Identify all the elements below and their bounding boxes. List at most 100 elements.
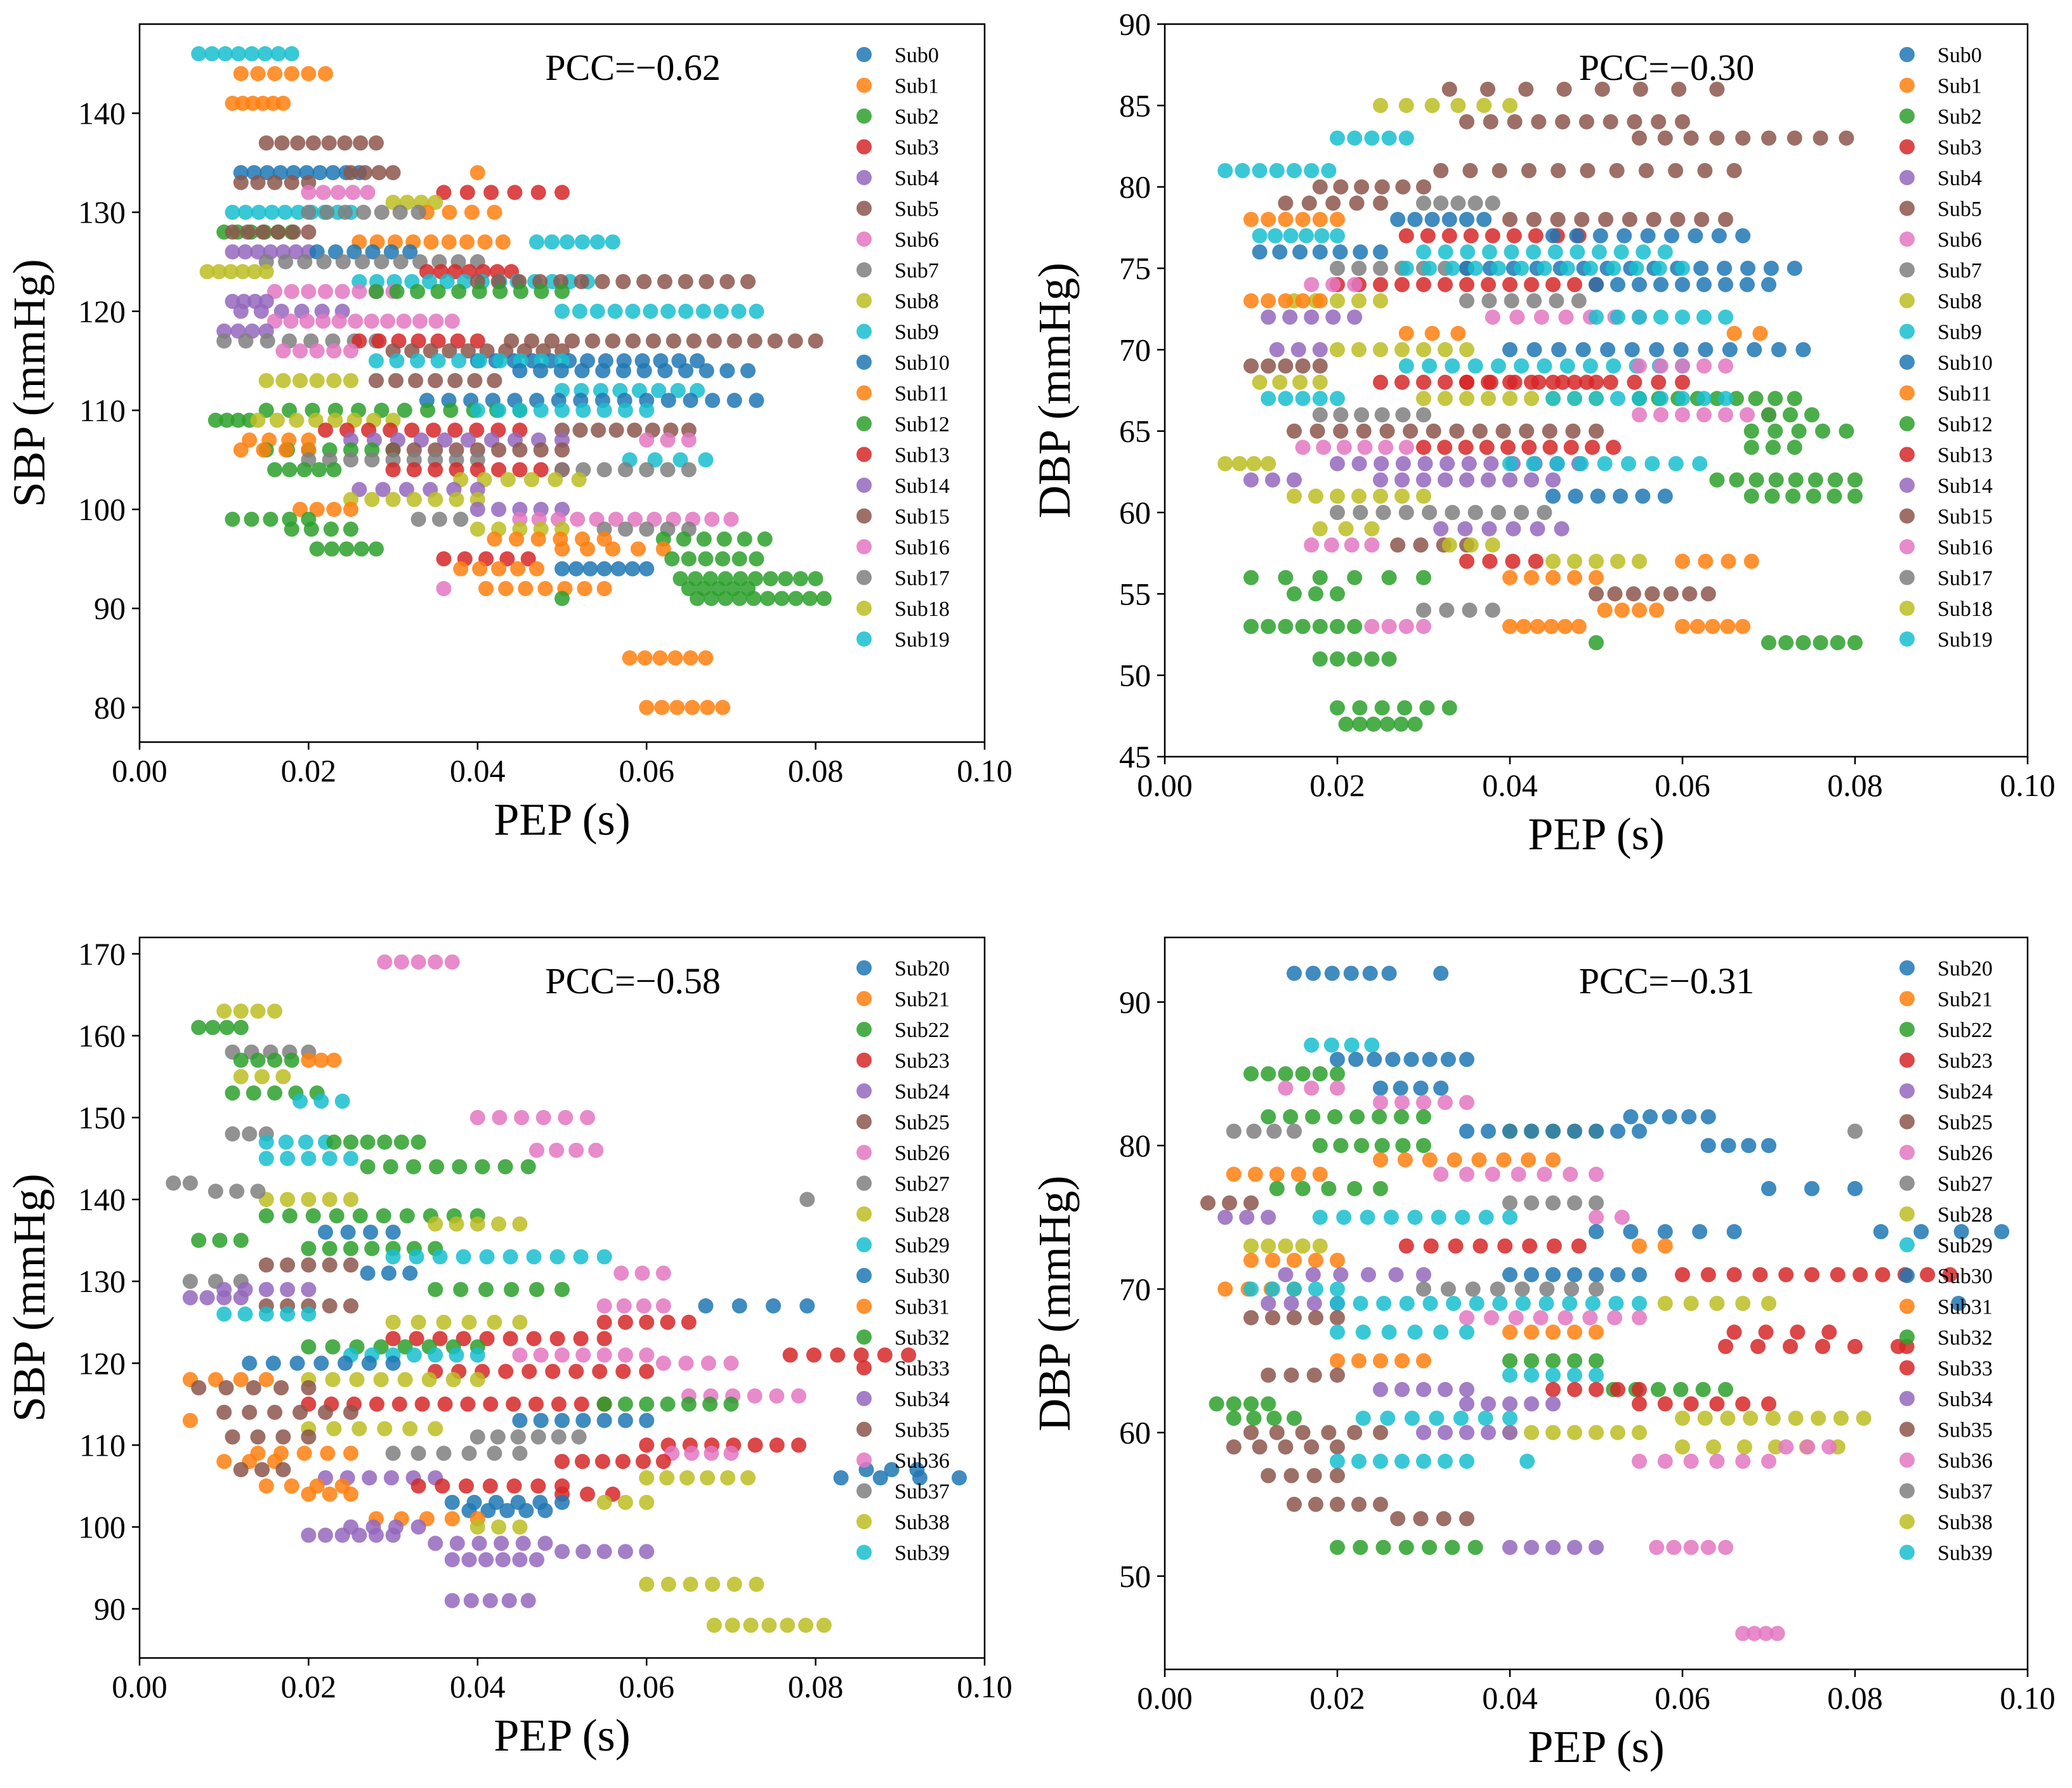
scatter-point xyxy=(769,1437,785,1453)
scatter-point xyxy=(1422,1539,1438,1555)
scatter-point xyxy=(1994,1224,2010,1239)
scatter-point xyxy=(309,373,325,389)
scatter-point xyxy=(596,1396,612,1412)
scatter-point xyxy=(1657,130,1673,146)
scatter-point xyxy=(1376,1296,1392,1311)
scatter-point xyxy=(376,1208,391,1224)
legend-marker xyxy=(1899,991,1915,1007)
legend-marker xyxy=(856,416,872,431)
scatter-point xyxy=(778,571,794,587)
scatter-point xyxy=(1646,212,1662,227)
scatter-point xyxy=(1787,261,1802,276)
scatter-point xyxy=(428,462,443,478)
scatter-point xyxy=(1399,1296,1415,1311)
scatter-point xyxy=(833,1470,849,1485)
y-axis-label: SBP (mmHg) xyxy=(4,1173,55,1421)
scatter-point xyxy=(414,1396,430,1412)
x-tick-label: 0.10 xyxy=(957,753,1013,788)
scatter-point xyxy=(596,531,612,547)
scatter-point xyxy=(1440,1052,1456,1067)
scatter-point xyxy=(1839,423,1854,439)
scatter-point xyxy=(219,1020,235,1035)
scatter-point xyxy=(1681,1109,1697,1125)
scatter-point xyxy=(1664,228,1679,244)
scatter-point xyxy=(704,511,720,527)
scatter-point xyxy=(1278,358,1294,374)
scatter-point xyxy=(1467,505,1483,520)
scatter-point xyxy=(467,373,483,389)
scatter-point xyxy=(278,1134,294,1150)
legend-entry-label: Sub14 xyxy=(895,474,950,498)
scatter-point xyxy=(749,1576,764,1592)
scatter-point xyxy=(681,581,697,596)
scatter-point xyxy=(664,551,680,567)
scatter-point xyxy=(1278,293,1294,309)
scatter-point xyxy=(1330,488,1345,504)
scatter-point xyxy=(1657,1224,1673,1239)
scatter-point xyxy=(1312,374,1328,390)
scatter-point xyxy=(1321,1425,1337,1440)
scatter-point xyxy=(1433,1166,1449,1182)
scatter-point xyxy=(591,422,607,438)
scatter-point xyxy=(301,1429,317,1445)
scatter-point xyxy=(1459,1324,1474,1340)
scatter-point xyxy=(1698,342,1714,358)
scatter-point xyxy=(1364,130,1380,146)
scatter-point xyxy=(499,551,515,567)
scatter-point xyxy=(1800,1439,1816,1455)
scatter-point xyxy=(639,1413,655,1428)
scatter-point xyxy=(574,274,589,289)
scatter-point xyxy=(761,1617,777,1633)
scatter-point xyxy=(1537,261,1552,276)
scatter-point xyxy=(318,284,333,299)
legend-entry-label: Sub35 xyxy=(1938,1419,1993,1442)
x-tick-label: 0.00 xyxy=(1137,767,1193,803)
scatter-point xyxy=(1573,456,1589,471)
scatter-point xyxy=(1364,521,1380,537)
scatter-point xyxy=(700,1470,716,1485)
scatter-point xyxy=(1471,1152,1487,1168)
scatter-point xyxy=(1416,391,1431,407)
scatter-point xyxy=(1278,1066,1294,1081)
scatter-point xyxy=(225,1429,240,1445)
scatter-point xyxy=(442,343,457,359)
scatter-point xyxy=(1545,1425,1561,1440)
scatter-point xyxy=(343,165,358,181)
scatter-point xyxy=(723,511,739,527)
scatter-point xyxy=(1720,618,1736,634)
scatter-point xyxy=(1830,635,1846,651)
scatter-point xyxy=(521,1364,537,1380)
scatter-point xyxy=(1269,1166,1285,1182)
scatter-point xyxy=(1515,1296,1531,1311)
y-tick-label: 110 xyxy=(79,393,126,428)
scatter-point xyxy=(1481,293,1497,309)
scatter-point xyxy=(385,462,401,478)
scatter-point xyxy=(1748,472,1764,488)
scatter-point xyxy=(1330,1496,1345,1512)
scatter-point xyxy=(277,204,293,220)
scatter-point xyxy=(1373,293,1388,309)
scatter-point xyxy=(1398,505,1414,520)
scatter-point xyxy=(1570,244,1585,260)
scatter-point xyxy=(617,1396,633,1412)
scatter-point xyxy=(799,1298,815,1314)
scatter-point xyxy=(726,393,742,408)
axes-frame xyxy=(1164,23,2029,758)
legend-entry-label: Sub5 xyxy=(895,198,939,221)
scatter-point xyxy=(1589,1539,1604,1555)
scatter-point xyxy=(1752,325,1768,341)
x-tick-label: 0.08 xyxy=(1827,767,1883,803)
scatter-point xyxy=(537,581,553,596)
scatter-point xyxy=(301,1192,317,1208)
scatter-point xyxy=(575,234,590,250)
x-tick-label: 0.04 xyxy=(1482,767,1538,803)
scatter-point xyxy=(315,313,331,329)
scatter-point xyxy=(1374,700,1390,715)
scatter-point xyxy=(444,1552,460,1568)
scatter-point xyxy=(1433,521,1449,537)
scatter-point xyxy=(1272,374,1288,390)
scatter-point xyxy=(1545,1381,1561,1397)
scatter-point xyxy=(617,1413,633,1428)
scatter-point xyxy=(731,1298,747,1314)
scatter-point xyxy=(655,1265,671,1281)
